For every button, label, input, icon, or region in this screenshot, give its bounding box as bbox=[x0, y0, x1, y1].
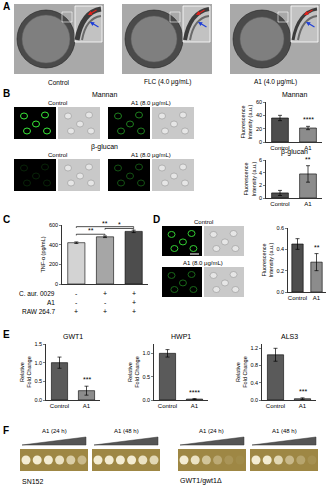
svg-text:6: 6 bbox=[259, 157, 262, 163]
svg-text:2: 2 bbox=[259, 182, 262, 188]
svg-text:A1 (8.0 μg/mL): A1 (8.0 μg/mL) bbox=[131, 152, 171, 158]
svg-text:SN152: SN152 bbox=[22, 478, 44, 485]
svg-text:**: ** bbox=[102, 220, 108, 227]
svg-text:0.0: 0.0 bbox=[142, 397, 150, 403]
svg-text:0: 0 bbox=[259, 195, 262, 201]
svg-text:**: ** bbox=[88, 227, 94, 234]
svg-text:A1 (24 h): A1 (24 h) bbox=[42, 428, 67, 434]
svg-text:0.5: 0.5 bbox=[142, 374, 150, 380]
svg-text:****: **** bbox=[303, 116, 314, 123]
svg-text:40: 40 bbox=[256, 112, 262, 118]
svg-text:FluorescenceIntensity (a.u.): FluorescenceIntensity (a.u.) bbox=[240, 104, 253, 139]
svg-text:Control: Control bbox=[48, 79, 70, 86]
svg-text:0: 0 bbox=[259, 139, 262, 145]
svg-text:E: E bbox=[3, 329, 10, 340]
svg-text:-: - bbox=[75, 290, 78, 297]
svg-text:+: + bbox=[103, 290, 107, 297]
svg-text:RelativeFold Change: RelativeFold Change bbox=[235, 356, 248, 388]
svg-text:A1: A1 bbox=[47, 299, 55, 306]
svg-text:Control: Control bbox=[270, 145, 289, 151]
svg-text:A1 (8.0 μg/mL): A1 (8.0 μg/mL) bbox=[131, 100, 171, 106]
svg-text:60: 60 bbox=[256, 99, 262, 105]
svg-text:A1: A1 bbox=[299, 403, 307, 409]
svg-text:Mannan: Mannan bbox=[282, 91, 307, 98]
svg-text:0.0: 0.0 bbox=[276, 289, 284, 295]
svg-text:4: 4 bbox=[259, 170, 262, 176]
svg-text:A: A bbox=[3, 1, 10, 12]
svg-text:Control: Control bbox=[158, 403, 177, 409]
svg-text:*: * bbox=[118, 221, 121, 228]
svg-text:C. aur. 0029: C. aur. 0029 bbox=[19, 290, 55, 297]
svg-text:0: 0 bbox=[55, 281, 58, 287]
svg-text:GWT1/gwt1Δ: GWT1/gwt1Δ bbox=[180, 477, 222, 485]
svg-text:β-glucan: β-glucan bbox=[91, 143, 118, 151]
svg-text:FLC (4.0 μg/mL): FLC (4.0 μg/mL) bbox=[144, 78, 191, 86]
svg-text:+: + bbox=[74, 308, 78, 315]
svg-text:20: 20 bbox=[256, 126, 262, 132]
svg-text:Control: Control bbox=[194, 219, 213, 225]
svg-text:Control: Control bbox=[266, 403, 285, 409]
svg-text:Control: Control bbox=[50, 403, 69, 409]
svg-text:0.0: 0.0 bbox=[34, 397, 42, 403]
svg-text:1.0: 1.0 bbox=[142, 350, 150, 356]
svg-text:+: + bbox=[132, 290, 136, 297]
svg-text:1.0: 1.0 bbox=[34, 360, 42, 366]
svg-text:A1 (48 h): A1 (48 h) bbox=[272, 428, 297, 434]
svg-text:200: 200 bbox=[49, 261, 58, 267]
svg-text:A1 (4.0 μg/mL): A1 (4.0 μg/mL) bbox=[254, 78, 297, 86]
svg-text:A1: A1 bbox=[191, 403, 199, 409]
svg-text:RelativeFold Change: RelativeFold Change bbox=[127, 356, 140, 388]
svg-text:FluorescenceIntensity (a.u.): FluorescenceIntensity (a.u.) bbox=[243, 161, 256, 196]
svg-text:***: *** bbox=[83, 376, 91, 383]
svg-text:Control: Control bbox=[48, 100, 67, 106]
svg-text:0.6: 0.6 bbox=[276, 225, 284, 231]
svg-text:TNF-α (pg/mL): TNF-α (pg/mL) bbox=[40, 236, 46, 272]
svg-text:RelativeFold Change: RelativeFold Change bbox=[19, 356, 32, 388]
svg-text:0.8: 0.8 bbox=[250, 362, 258, 368]
svg-text:-: - bbox=[75, 299, 78, 306]
svg-text:0.4: 0.4 bbox=[276, 246, 284, 252]
svg-text:A1: A1 bbox=[304, 201, 312, 207]
svg-text:RAW 264.7: RAW 264.7 bbox=[22, 308, 55, 315]
svg-text:C: C bbox=[3, 214, 10, 225]
svg-text:+: + bbox=[132, 299, 136, 306]
svg-text:B: B bbox=[3, 88, 10, 99]
svg-text:+: + bbox=[132, 308, 136, 315]
svg-text:GWT1: GWT1 bbox=[63, 333, 83, 340]
svg-text:0.4: 0.4 bbox=[250, 380, 258, 386]
svg-text:400: 400 bbox=[49, 242, 58, 248]
svg-text:D: D bbox=[153, 214, 160, 225]
svg-text:****: **** bbox=[189, 389, 200, 396]
svg-text:-: - bbox=[104, 299, 107, 306]
svg-text:A1 (8.0 μg/mL): A1 (8.0 μg/mL) bbox=[183, 260, 223, 266]
svg-text:FluorescenceIntensity (a.u.): FluorescenceIntensity (a.u.) bbox=[261, 242, 274, 277]
svg-text:0.5: 0.5 bbox=[34, 378, 42, 384]
svg-text:**: ** bbox=[314, 244, 320, 251]
svg-text:Control: Control bbox=[288, 295, 307, 301]
svg-text:A1: A1 bbox=[313, 295, 321, 301]
svg-text:A1 (24 h): A1 (24 h) bbox=[199, 428, 224, 434]
svg-text:0.2: 0.2 bbox=[276, 268, 284, 274]
svg-text:Control: Control bbox=[270, 201, 289, 207]
svg-text:β-glucan: β-glucan bbox=[281, 148, 308, 156]
svg-text:A1: A1 bbox=[83, 403, 91, 409]
svg-text:ALS3: ALS3 bbox=[281, 333, 298, 340]
svg-text:Mannan: Mannan bbox=[92, 91, 117, 98]
svg-text:HWP1: HWP1 bbox=[171, 333, 191, 340]
svg-text:F: F bbox=[3, 425, 9, 436]
svg-text:A1 (48 h): A1 (48 h) bbox=[114, 428, 139, 434]
svg-text:600: 600 bbox=[49, 222, 58, 228]
svg-text:1.2: 1.2 bbox=[250, 345, 258, 351]
svg-text:**: ** bbox=[305, 156, 311, 163]
svg-text:Control: Control bbox=[48, 152, 67, 158]
svg-text:A1: A1 bbox=[304, 145, 312, 151]
svg-text:***: *** bbox=[299, 388, 307, 395]
svg-text:0.0: 0.0 bbox=[250, 397, 258, 403]
svg-text:+: + bbox=[103, 308, 107, 315]
svg-text:1.5: 1.5 bbox=[34, 341, 42, 347]
